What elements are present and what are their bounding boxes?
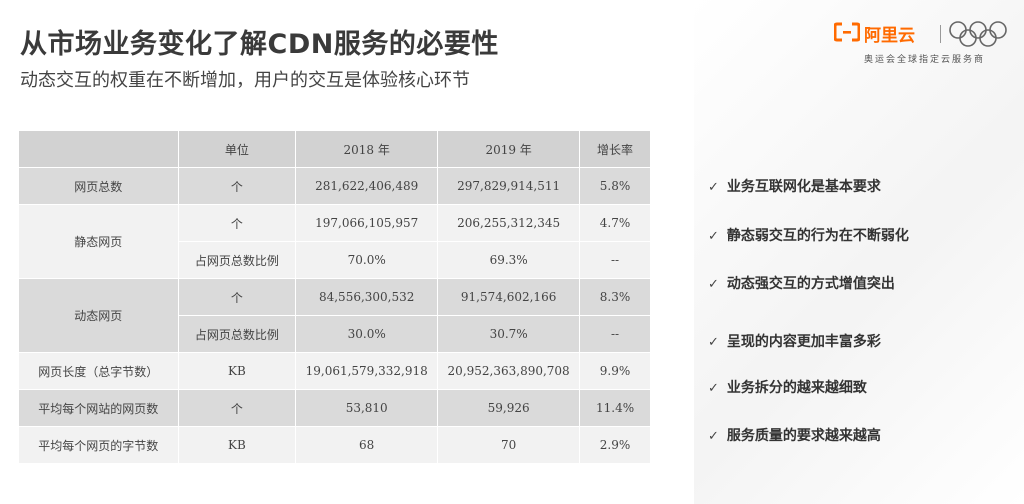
table-cell: 281,622,406,489 [295, 167, 439, 205]
table-row: 静态网页 个 197,066,105,957 206,255,312,345 4… [18, 204, 651, 279]
table-cell: 84,556,300,532 [295, 278, 439, 316]
web-stats-table: 单位 2018 年 2019 年 增长率 网页总数 个 281,622,406,… [18, 130, 651, 464]
list-item: ✓ 业务互联网化是基本要求 [708, 176, 881, 196]
check-icon: ✓ [708, 229, 719, 244]
check-icon: ✓ [708, 180, 719, 195]
table-header-cell [18, 130, 179, 168]
list-item-text: 业务拆分的越来越细致 [726, 380, 867, 396]
table-cell: -- [579, 241, 651, 279]
list-item: ✓ 静态弱交互的行为在不断弱化 [708, 225, 909, 245]
table-header-cell: 单位 [177, 130, 297, 168]
logo-divider [940, 25, 941, 43]
list-item-text: 业务互联网化是基本要求 [726, 179, 881, 195]
row-label: 静态网页 [18, 204, 179, 279]
list-item-text: 服务质量的要求越来越高 [726, 428, 881, 444]
table-header-cell: 2018 年 [295, 130, 439, 168]
aliyun-mark-icon [834, 22, 860, 42]
table-cell: KB [177, 352, 297, 390]
check-icon: ✓ [708, 429, 719, 444]
list-item: ✓ 业务拆分的越来越细致 [708, 377, 867, 397]
list-item: ✓ 动态强交互的方式增值突出 [708, 273, 895, 293]
row-label: 网页长度（总字节数） [18, 352, 179, 390]
olympic-rings-icon [949, 21, 1007, 47]
row-label: 动态网页 [18, 278, 179, 353]
table-cell: 11.4% [579, 389, 651, 427]
table-cell: 53,810 [295, 389, 439, 427]
table-cell: 4.7% [579, 204, 651, 242]
table-row: 平均每个网站的网页数 个 53,810 59,926 11.4% [18, 389, 651, 427]
table-cell: 70 [437, 426, 581, 464]
table-row: 网页长度（总字节数） KB 19,061,579,332,918 20,952,… [18, 352, 651, 390]
table-row: 动态网页 个 84,556,300,532 91,574,602,166 8.3… [18, 278, 651, 353]
logo-name: 阿里云 [864, 26, 915, 46]
background-decoration [694, 0, 1024, 504]
row-label: 网页总数 [18, 167, 179, 205]
table-cell: 8.3% [579, 278, 651, 316]
list-item: ✓ 服务质量的要求越来越高 [708, 425, 881, 445]
list-item-text: 静态弱交互的行为在不断弱化 [726, 228, 909, 244]
check-icon: ✓ [708, 335, 719, 350]
table-cell: 19,061,579,332,918 [295, 352, 439, 390]
slide-title: 从市场业务变化了解CDN服务的必要性 [20, 29, 499, 60]
list-item-text: 动态强交互的方式增值突出 [726, 276, 895, 292]
row-label: 平均每个网页的字节数 [18, 426, 179, 464]
table-cell: 2.9% [579, 426, 651, 464]
table-cell: 个 [177, 389, 297, 427]
check-icon: ✓ [708, 277, 719, 292]
logo: 阿里云 奥运会全球指定云服务商 [834, 18, 1010, 68]
table-cell: 197,066,105,957 [295, 204, 439, 242]
table-row: 占网页总数比例 70.0% 69.3% -- [18, 241, 651, 279]
table-cell: 个 [177, 278, 297, 316]
table-cell: 297,829,914,511 [437, 167, 581, 205]
slide-subtitle: 动态交互的权重在不断增加，用户的交互是体验核心环节 [20, 70, 470, 91]
table-cell: 30.0% [295, 315, 439, 353]
table-cell: 占网页总数比例 [177, 315, 297, 353]
table-cell: 5.8% [579, 167, 651, 205]
table-row: 网页总数 个 281,622,406,489 297,829,914,511 5… [18, 167, 651, 205]
table-header-cell: 增长率 [579, 130, 651, 168]
list-item: ✓ 呈现的内容更加丰富多彩 [708, 331, 881, 351]
table-cell: 91,574,602,166 [437, 278, 581, 316]
table-cell: 个 [177, 167, 297, 205]
table-cell: KB [177, 426, 297, 464]
table-header-cell: 2019 年 [437, 130, 581, 168]
table-cell: 206,255,312,345 [437, 204, 581, 242]
table-cell: 20,952,363,890,708 [437, 352, 581, 390]
table-cell: 69.3% [437, 241, 581, 279]
table-cell: 占网页总数比例 [177, 241, 297, 279]
table-cell: 个 [177, 204, 297, 242]
row-label: 平均每个网站的网页数 [18, 389, 179, 427]
logo-tagline: 奥运会全球指定云服务商 [864, 55, 986, 65]
table-cell: 70.0% [295, 241, 439, 279]
table-header-row: 单位 2018 年 2019 年 增长率 [18, 130, 651, 168]
table-cell: -- [579, 315, 651, 353]
table-cell: 59,926 [437, 389, 581, 427]
check-icon: ✓ [708, 381, 719, 396]
table-cell: 68 [295, 426, 439, 464]
list-item-text: 呈现的内容更加丰富多彩 [726, 334, 881, 350]
table-cell: 30.7% [437, 315, 581, 353]
table-row: 平均每个网页的字节数 KB 68 70 2.9% [18, 426, 651, 464]
table-cell: 9.9% [579, 352, 651, 390]
